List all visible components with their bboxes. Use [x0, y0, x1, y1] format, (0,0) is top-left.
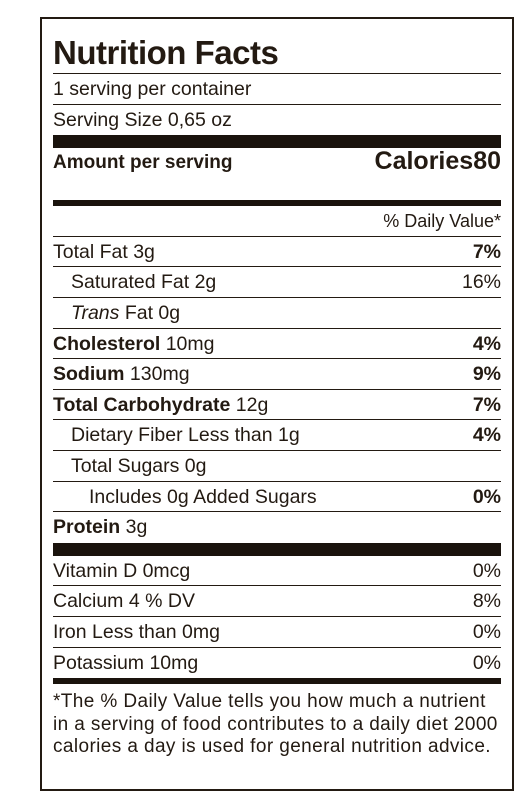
- vitamin-name: Potassium 10mg: [53, 651, 199, 674]
- nutrient-name: Total Carbohydrate 12g: [53, 390, 268, 420]
- nutrient-dv: 16%: [461, 271, 501, 294]
- nutrient-name-bold: Cholesterol: [53, 332, 161, 355]
- divider: [53, 200, 501, 207]
- nutrient-row: Includes 0g Added Sugars 0%: [53, 482, 501, 513]
- vitamin-row: Calcium 4 % DV 8%: [53, 586, 501, 617]
- vitamin-dv: 0%: [472, 620, 501, 643]
- nutrient-row: Protein 3g: [53, 512, 501, 543]
- nutrient-name: Trans Fat 0g: [71, 298, 180, 328]
- nutrient-row: Sodium 130mg 9%: [53, 359, 501, 390]
- serving-size: Serving Size 0,65 oz: [53, 105, 501, 136]
- nutrient-dv: 0%: [472, 485, 501, 508]
- title: Nutrition Facts: [53, 19, 501, 74]
- nutrient-amount: 3g: [125, 516, 148, 539]
- vitamin-dv: 8%: [472, 590, 501, 613]
- dv-header: % Daily Value*: [53, 206, 501, 237]
- calories-label: Calories: [374, 147, 474, 176]
- footnote: *The % Daily Value tells you how much a …: [53, 691, 498, 758]
- nutrient-row: Total Fat 3g 7%: [53, 237, 501, 268]
- nutrient-name-rest: Fat 0g: [124, 301, 181, 324]
- nutrient-row: Trans Fat 0g: [53, 298, 501, 329]
- nutrient-dv: 9%: [472, 363, 501, 386]
- nutrient-dv: 7%: [472, 393, 501, 416]
- nutrient-row: Saturated Fat 2g 16%: [53, 267, 501, 298]
- dv-header-text: % Daily Value*: [383, 211, 501, 232]
- nutrient-name: Dietary Fiber Less than 1g: [71, 424, 300, 447]
- nutrient-name-bold: Total Carbohydrate: [53, 393, 231, 416]
- divider: [53, 542, 501, 556]
- amount-block: Amount per serving Calories 80: [53, 148, 501, 200]
- vitamin-dv: 0%: [472, 651, 501, 674]
- vitamin-name: Calcium 4 % DV: [53, 590, 195, 613]
- calories-row: Calories 80: [375, 148, 501, 200]
- nutrient-name: Protein 3g: [53, 512, 147, 543]
- servings: 1 serving per container: [53, 74, 501, 105]
- divider: [53, 135, 501, 149]
- nutrient-name: Total Fat 3g: [53, 240, 155, 263]
- amount-label: Amount per serving: [53, 152, 233, 174]
- serving-size-text: Serving Size 0,65 oz: [53, 108, 232, 131]
- nutrient-name: Includes 0g Added Sugars: [89, 485, 317, 508]
- nutrient-dv: 4%: [472, 332, 501, 355]
- nutrient-row: Cholesterol 10mg 4%: [53, 329, 501, 360]
- nutrient-amount: 12g: [235, 393, 269, 416]
- divider: [53, 678, 501, 685]
- vitamin-name: Iron Less than 0mg: [53, 620, 220, 643]
- vitamin-row: Potassium 10mg 0%: [53, 648, 501, 679]
- nutrient-name: Sodium 130mg: [53, 359, 190, 389]
- nutrient-row: Total Sugars 0g: [53, 451, 501, 482]
- nutrient-row: Dietary Fiber Less than 1g 4%: [53, 420, 501, 451]
- nutrition-label: Nutrition Facts 1 serving per container …: [40, 17, 514, 791]
- nutrient-amount: 10mg: [165, 332, 215, 355]
- nutrient-name-bold: Sodium: [53, 363, 125, 386]
- nutrient-name: Total Sugars 0g: [71, 454, 207, 477]
- nutrient-dv: 7%: [472, 240, 501, 263]
- nutrient-name-italic: Trans: [71, 301, 120, 324]
- vitamin-row: Iron Less than 0mg 0%: [53, 617, 501, 648]
- vitamin-name: Vitamin D 0mcg: [53, 559, 191, 582]
- nutrient-name: Cholesterol 10mg: [53, 329, 214, 359]
- nutrient-row: Total Carbohydrate 12g 7%: [53, 390, 501, 421]
- calories-value: 80: [473, 147, 501, 176]
- vitamin-dv: 0%: [472, 559, 501, 582]
- nutrient-amount: 130mg: [129, 363, 190, 386]
- nutrient-name: Saturated Fat 2g: [71, 271, 217, 294]
- vitamin-row: Vitamin D 0mcg 0%: [53, 556, 501, 587]
- servings-text: 1 serving per container: [53, 78, 252, 100]
- nutrient-dv: 4%: [472, 424, 501, 447]
- nutrient-name-bold: Protein: [53, 516, 121, 539]
